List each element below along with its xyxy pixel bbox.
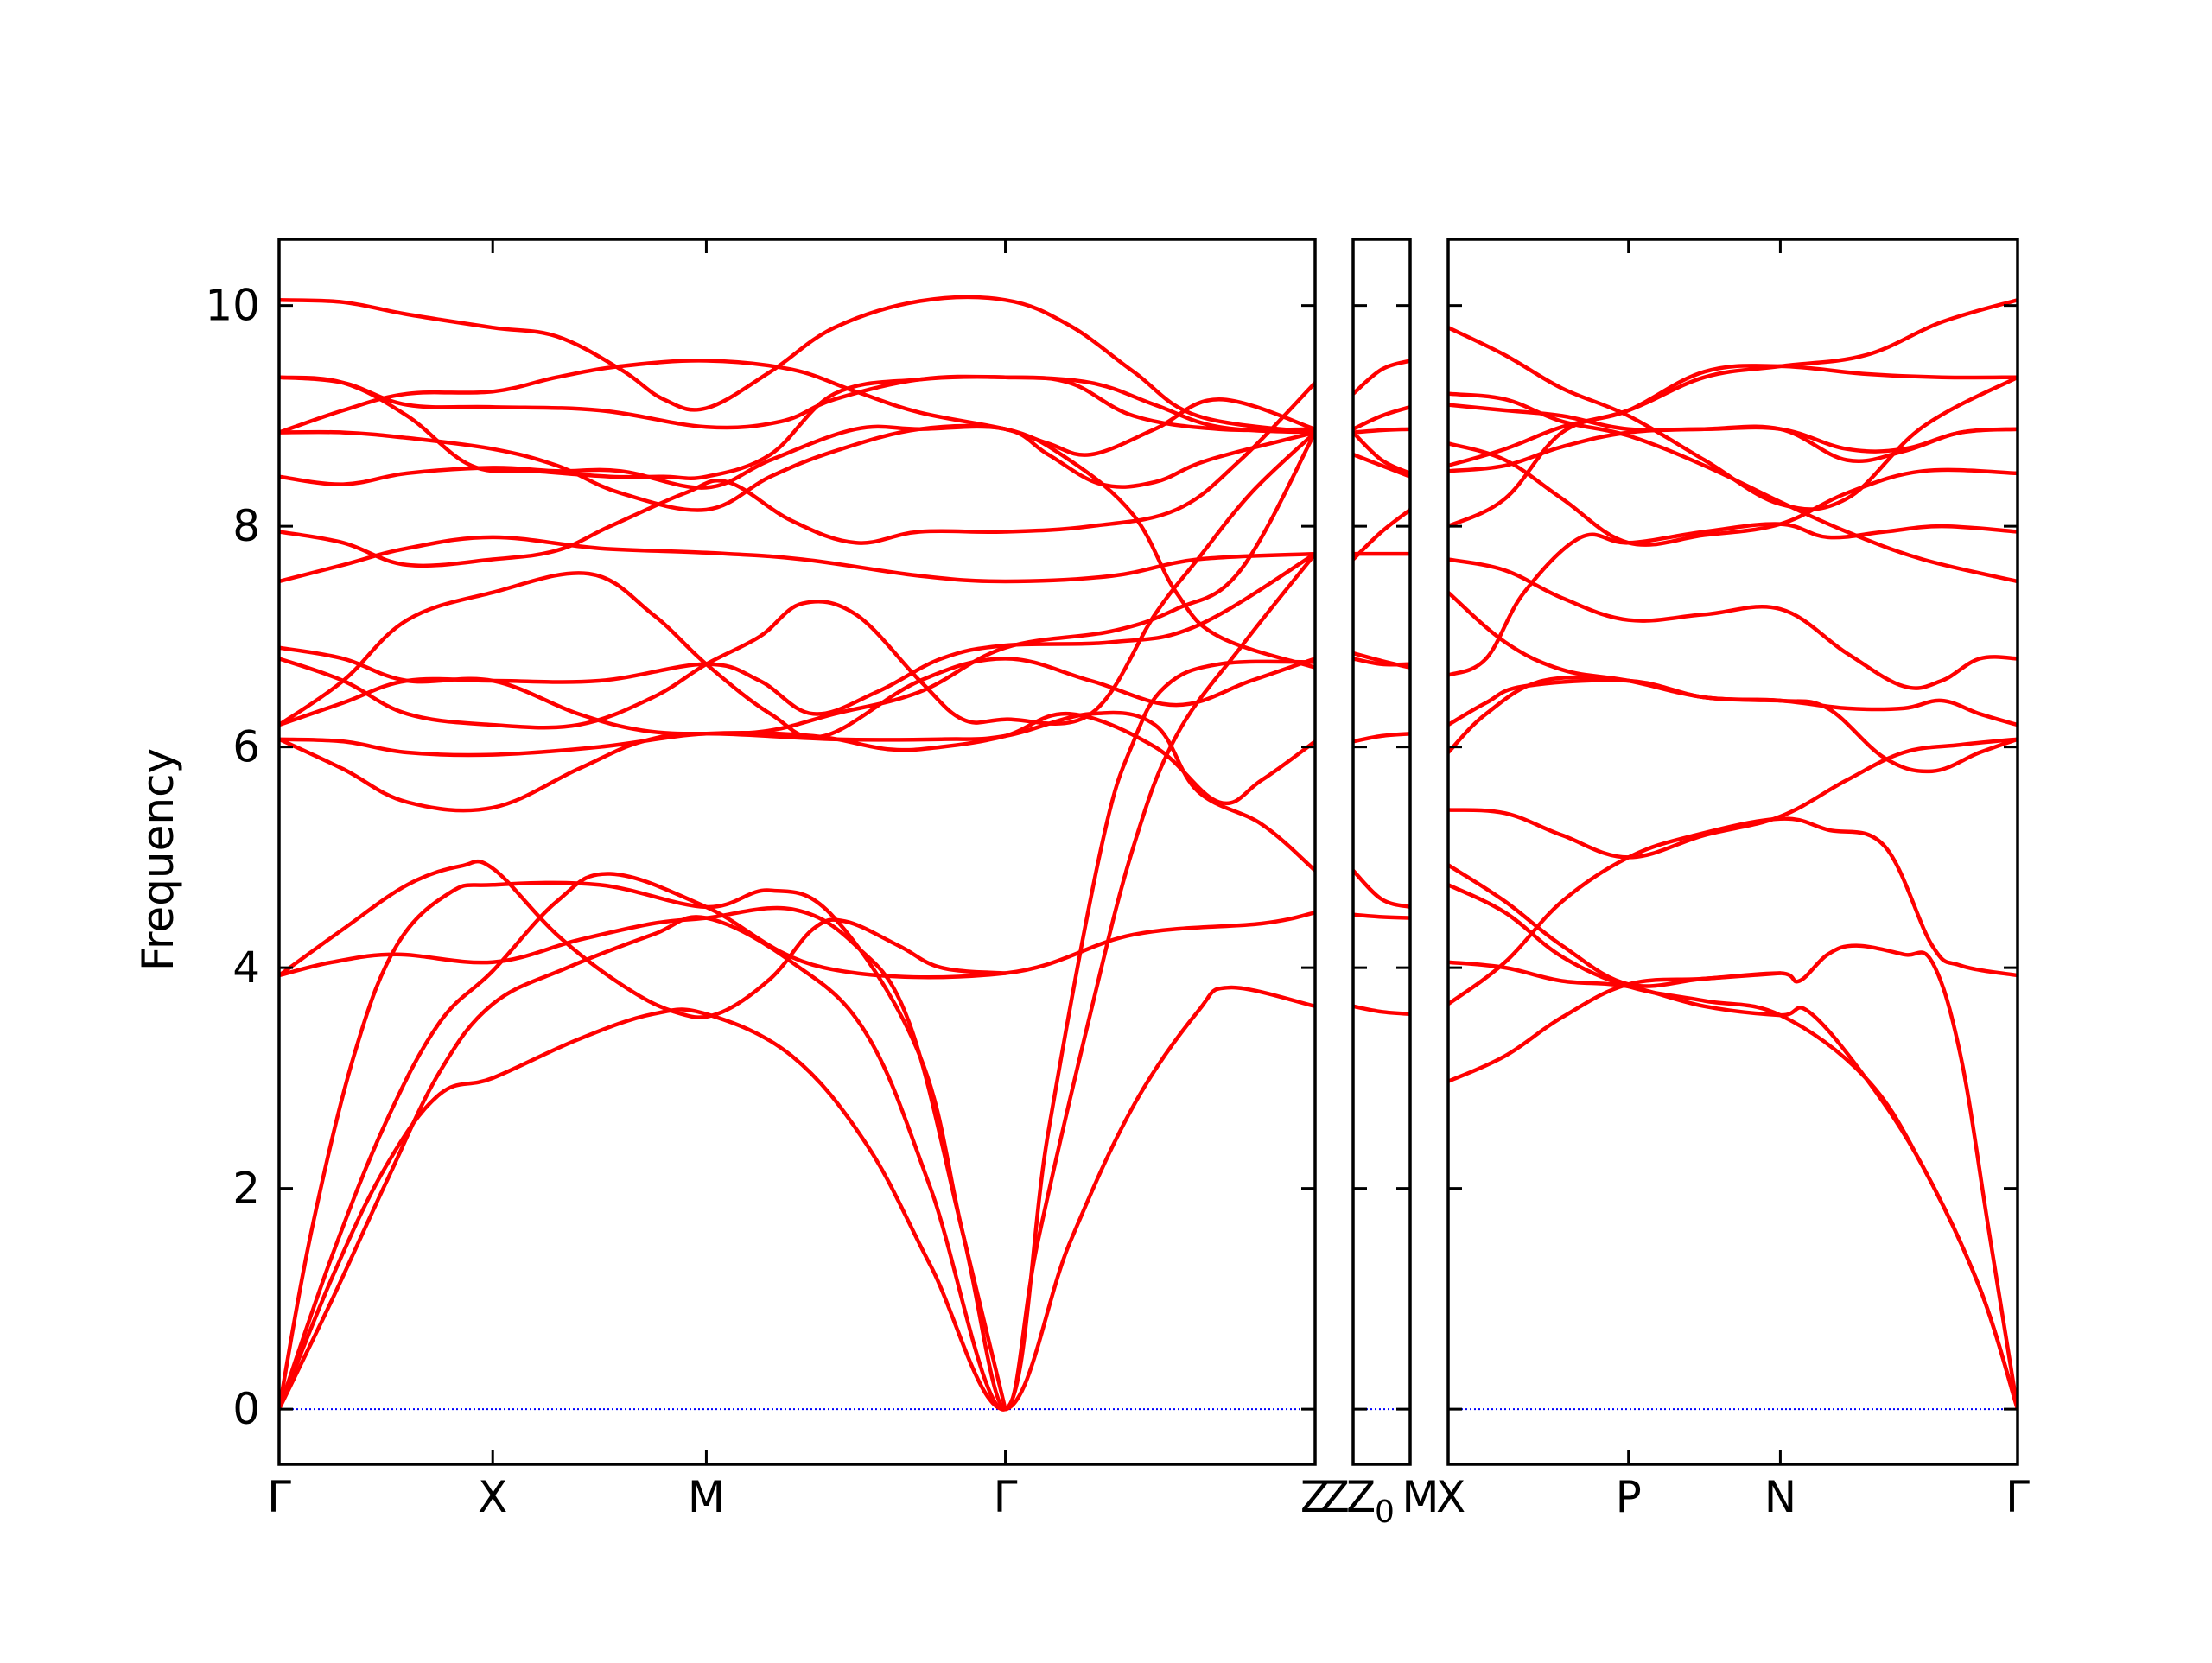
panel-frame — [1351, 238, 1412, 1466]
x-tick-label: N — [1764, 1472, 1796, 1522]
band-line-14 — [279, 380, 1315, 568]
band-line-6 — [279, 859, 1007, 1019]
y-tick-label: 2 — [232, 1164, 260, 1214]
band-line-8 — [1353, 507, 1410, 562]
x-tick-label: X — [478, 1472, 507, 1522]
band-line-3 — [1353, 868, 1410, 910]
band-line-6 — [1353, 651, 1410, 670]
x-tick-label: M — [1402, 1472, 1439, 1522]
band-line-13 — [1353, 359, 1410, 397]
bands-group — [1448, 298, 2018, 1412]
band-line-9 — [1448, 522, 2018, 677]
band-line-4 — [1353, 732, 1410, 744]
band-line-14 — [1448, 298, 2018, 468]
panel-frame — [1446, 238, 2019, 1466]
y-tick-label: 0 — [232, 1384, 260, 1434]
band-line-2 — [1353, 912, 1410, 920]
band-line-3 — [279, 659, 1315, 1412]
band-line-10 — [1353, 430, 1410, 476]
x-tick-label: Z — [1320, 1472, 1350, 1522]
panel-2: Z MZ0 — [1320, 238, 1440, 1530]
band-line-7 — [1448, 675, 2018, 774]
x-tick-label: M — [688, 1472, 725, 1522]
band-line-17 — [279, 359, 1315, 457]
band-line-1 — [1448, 943, 2018, 1412]
band-line-10 — [279, 551, 1315, 727]
x-tick-label-z0-subscript: 0 — [1375, 1495, 1395, 1530]
band-line-15 — [279, 424, 1315, 670]
band-line-12 — [1353, 404, 1410, 431]
y-tick-label: 6 — [232, 722, 260, 772]
band-line-12 — [279, 430, 1315, 736]
band-line-12 — [1448, 364, 2018, 529]
band-line-11 — [1448, 557, 2018, 690]
band-line-9 — [1353, 452, 1410, 479]
panel-frame — [277, 238, 1317, 1466]
x-tick-label: P — [1616, 1472, 1642, 1522]
band-line-1 — [279, 872, 1315, 1412]
band-line-8 — [1448, 678, 2018, 727]
x-tick-label: X — [1436, 1472, 1465, 1522]
band-line-18 — [1448, 325, 2018, 511]
band-line-2 — [279, 985, 1315, 1412]
band-line-8 — [279, 712, 1315, 806]
band-line-13 — [279, 535, 1315, 584]
bands-group — [1353, 359, 1410, 1017]
band-line-5 — [279, 551, 1315, 1412]
x-tick-label: Γ — [994, 1472, 1018, 1522]
band-line-4 — [1448, 883, 2018, 1412]
band-line-4 — [279, 880, 1007, 1412]
band-line-5 — [1448, 863, 1783, 988]
band-line-11 — [279, 430, 1315, 730]
band-line-15 — [1448, 441, 2018, 547]
band-line-6 — [1448, 737, 2018, 860]
bands-group — [279, 295, 1315, 1412]
y-tick-label: 4 — [232, 943, 260, 993]
band-line-18 — [279, 374, 1315, 435]
band-line-10 — [1448, 590, 1783, 703]
x-tick-label: Γ — [2005, 1472, 2030, 1522]
band-line-16 — [279, 423, 1315, 512]
x-tick-label-z0: Z — [1346, 1472, 1376, 1522]
y-axis-label: Frequency — [133, 748, 183, 971]
panel-1: Γ X M Γ Z 0 2 4 6 8 10 — [205, 238, 1330, 1522]
band-line-9 — [279, 571, 1315, 739]
y-tick-label: 8 — [232, 501, 260, 551]
x-tick-label: Z — [1300, 1472, 1330, 1522]
band-line-20 — [279, 295, 1315, 435]
band-line-17 — [1448, 391, 2018, 584]
y-tick-label: 10 — [205, 281, 260, 331]
band-line-1 — [1353, 1004, 1410, 1017]
band-line-11 — [1353, 427, 1410, 435]
x-tick-label: Γ — [267, 1472, 291, 1522]
band-line-19 — [279, 375, 1315, 480]
